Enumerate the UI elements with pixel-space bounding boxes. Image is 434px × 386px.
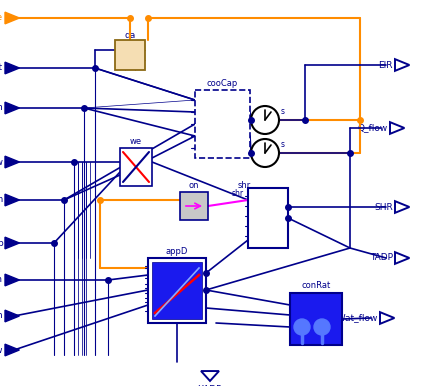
Polygon shape [5, 274, 20, 286]
Polygon shape [5, 156, 20, 168]
Text: cooCap: cooCap [206, 78, 237, 88]
Text: we: we [130, 137, 142, 147]
Text: conRat: conRat [301, 281, 330, 291]
Circle shape [250, 106, 278, 134]
Text: EIR: EIR [378, 61, 392, 69]
Polygon shape [5, 102, 20, 114]
Text: XEvaIn: XEvaIn [0, 276, 3, 284]
Text: *B: *B [181, 201, 191, 210]
Text: mCon_flow: mCon_flow [0, 345, 3, 354]
Bar [180, 192, 207, 220]
Text: da: da [124, 30, 135, 39]
Text: shr: shr [231, 190, 243, 198]
Text: appD: appD [165, 247, 188, 256]
Text: TConIn: TConIn [0, 103, 3, 112]
Text: hEvaIn: hEvaIn [0, 312, 3, 320]
Polygon shape [5, 12, 20, 24]
Bar [247, 188, 287, 248]
Polygon shape [5, 310, 20, 322]
Polygon shape [5, 62, 20, 74]
Text: f(T,...: f(T,... [200, 125, 219, 134]
Text: p: p [0, 239, 3, 247]
Circle shape [250, 139, 278, 167]
Polygon shape [5, 237, 20, 249]
Text: SHR: SHR [373, 203, 392, 212]
Polygon shape [5, 194, 20, 206]
Text: s: s [280, 140, 284, 149]
Text: stage: stage [0, 14, 3, 22]
Bar [194, 90, 250, 158]
Text: Q_flow: Q_flow [357, 124, 387, 132]
Bar [120, 148, 151, 186]
Circle shape [313, 319, 329, 335]
Text: Qs/Q: Qs/Q [258, 222, 276, 230]
Text: speRat: speRat [0, 64, 3, 73]
Text: m_flow: m_flow [0, 157, 3, 166]
Text: mWat_flow: mWat_flow [328, 313, 377, 322]
Text: on: on [188, 181, 199, 191]
Polygon shape [5, 344, 20, 356]
Text: T: T [124, 156, 128, 162]
Text: s: s [280, 107, 284, 116]
Bar [289, 293, 341, 345]
Bar [115, 40, 145, 70]
Circle shape [293, 319, 309, 335]
Text: shr: shr [237, 181, 251, 190]
Text: TEvaIn: TEvaIn [0, 195, 3, 205]
Bar [148, 258, 206, 323]
Text: p: p [124, 174, 128, 180]
Bar [151, 262, 201, 319]
Text: TADP: TADP [369, 254, 392, 262]
